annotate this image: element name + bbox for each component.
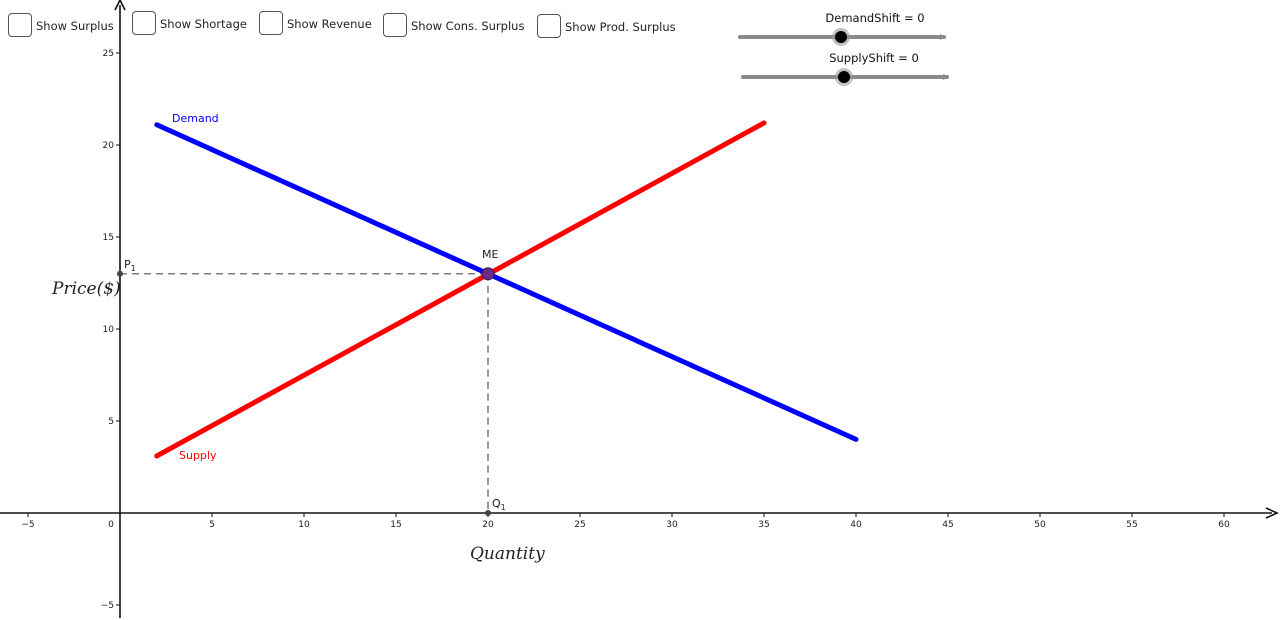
show-cons-surplus-checkbox[interactable]: Show Cons. Surplus <box>383 13 524 37</box>
checkbox-box[interactable] <box>8 13 32 37</box>
show-prod-surplus-checkbox[interactable]: Show Prod. Surplus <box>537 14 676 38</box>
supply-shift-slider[interactable] <box>741 68 949 86</box>
x-tick-label: 55 <box>1126 520 1137 530</box>
demand-shift-slider[interactable] <box>738 28 946 46</box>
supply-curve <box>154 120 767 459</box>
show-shortage-label: Show Shortage <box>160 17 247 31</box>
equilibrium-guides <box>120 273 489 513</box>
quantity-point <box>485 510 491 516</box>
price-point <box>117 270 123 277</box>
demand-label: Demand <box>172 112 219 125</box>
quantity-point-label: Q1 <box>492 497 506 512</box>
points: ME P1 Q1 <box>117 248 506 516</box>
slider-arrow <box>943 74 949 80</box>
show-revenue-checkbox[interactable]: Show Revenue <box>259 11 372 35</box>
checkbox-box[interactable] <box>537 14 561 38</box>
price-point-label: P1 <box>124 258 136 273</box>
supply-label: Supply <box>179 449 217 462</box>
y-tick-label: −5 <box>101 601 114 611</box>
x-tick-label: 50 <box>1034 520 1046 530</box>
checkbox-box[interactable] <box>259 11 283 35</box>
x-tick-label: 60 <box>1218 520 1230 530</box>
x-tick-label: −5 <box>21 520 34 530</box>
y-tick-label: 5 <box>108 417 114 427</box>
y-axis-label: Price($) <box>51 279 121 299</box>
slider-knob[interactable] <box>838 71 850 83</box>
x-tick-label: 10 <box>298 520 310 530</box>
x-axis-label: Quantity <box>470 544 545 564</box>
x-tick-label: 45 <box>942 520 953 530</box>
x-tick-label: 40 <box>850 520 862 530</box>
y-axis-arrow <box>114 0 126 11</box>
x-tick-label: 20 <box>482 520 494 530</box>
x-tick-label: 35 <box>758 520 769 530</box>
quantity-point-subscript: 1 <box>501 503 506 512</box>
y-tick-label: 25 <box>103 49 114 59</box>
equilibrium-label: ME <box>482 248 498 261</box>
show-prod-surplus-label: Show Prod. Surplus <box>565 20 676 34</box>
x-tick-label: 5 <box>209 520 215 530</box>
x-tick-label: 25 <box>574 520 585 530</box>
demand-curve <box>154 122 859 442</box>
y-tick-label: 10 <box>103 325 115 335</box>
slider-arrow <box>940 34 946 40</box>
show-revenue-label: Show Revenue <box>287 17 372 31</box>
demand-shift-label: DemandShift = 0 <box>825 11 925 25</box>
checkbox-box[interactable] <box>132 11 156 35</box>
price-point-subscript: 1 <box>131 264 136 273</box>
checkbox-box[interactable] <box>383 13 407 37</box>
show-shortage-checkbox[interactable]: Show Shortage <box>132 11 247 35</box>
show-cons-surplus-label: Show Cons. Surplus <box>411 19 525 33</box>
show-surplus-label: Show Surplus <box>36 19 114 33</box>
show-surplus-checkbox[interactable]: Show Surplus <box>8 13 114 37</box>
equilibrium-point <box>481 267 495 281</box>
y-tick-label: 15 <box>103 233 114 243</box>
slider-knob[interactable] <box>835 31 847 43</box>
curves: Demand Supply <box>154 112 859 462</box>
y-tick-label: 20 <box>103 141 115 151</box>
x-tick-label: 15 <box>390 520 401 530</box>
x-axis-arrow <box>1265 507 1279 519</box>
x-tick-label: 30 <box>666 520 678 530</box>
x-tick-label: 0 <box>108 520 114 530</box>
supply-shift-label: SupplyShift = 0 <box>829 51 919 65</box>
